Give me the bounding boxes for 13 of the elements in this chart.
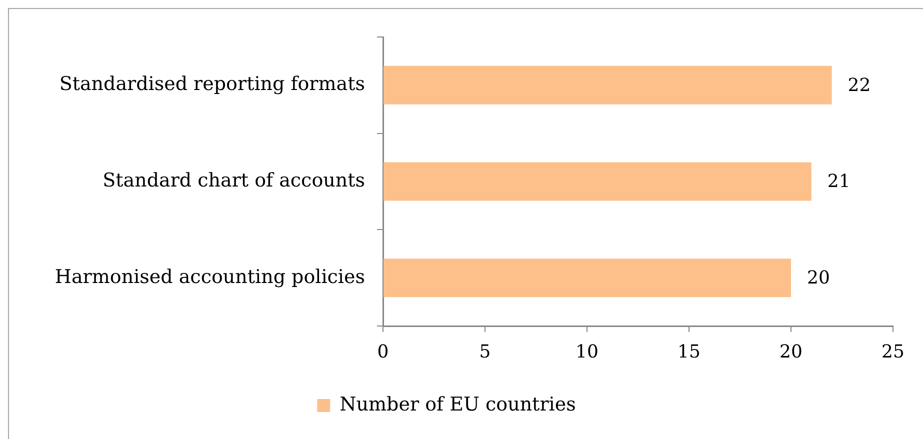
- x-tick-label: 25: [882, 341, 904, 362]
- x-tick-label: 5: [479, 341, 491, 362]
- y-tick-label: Standardised reporting formats: [59, 73, 365, 96]
- data-label: 21: [827, 171, 850, 192]
- data-label: 22: [848, 74, 871, 96]
- y-tick-label: Harmonised accounting policies: [54, 266, 365, 288]
- data-label: 20: [807, 268, 830, 289]
- legend-label: Number of EU countries: [340, 393, 576, 416]
- x-tick-label: 10: [576, 341, 598, 362]
- x-tick-label: 20: [780, 341, 802, 362]
- y-tick-label: Standard chart of accounts: [102, 169, 365, 192]
- x-tick-label: 0: [377, 341, 389, 362]
- x-tick-label: 15: [678, 341, 700, 362]
